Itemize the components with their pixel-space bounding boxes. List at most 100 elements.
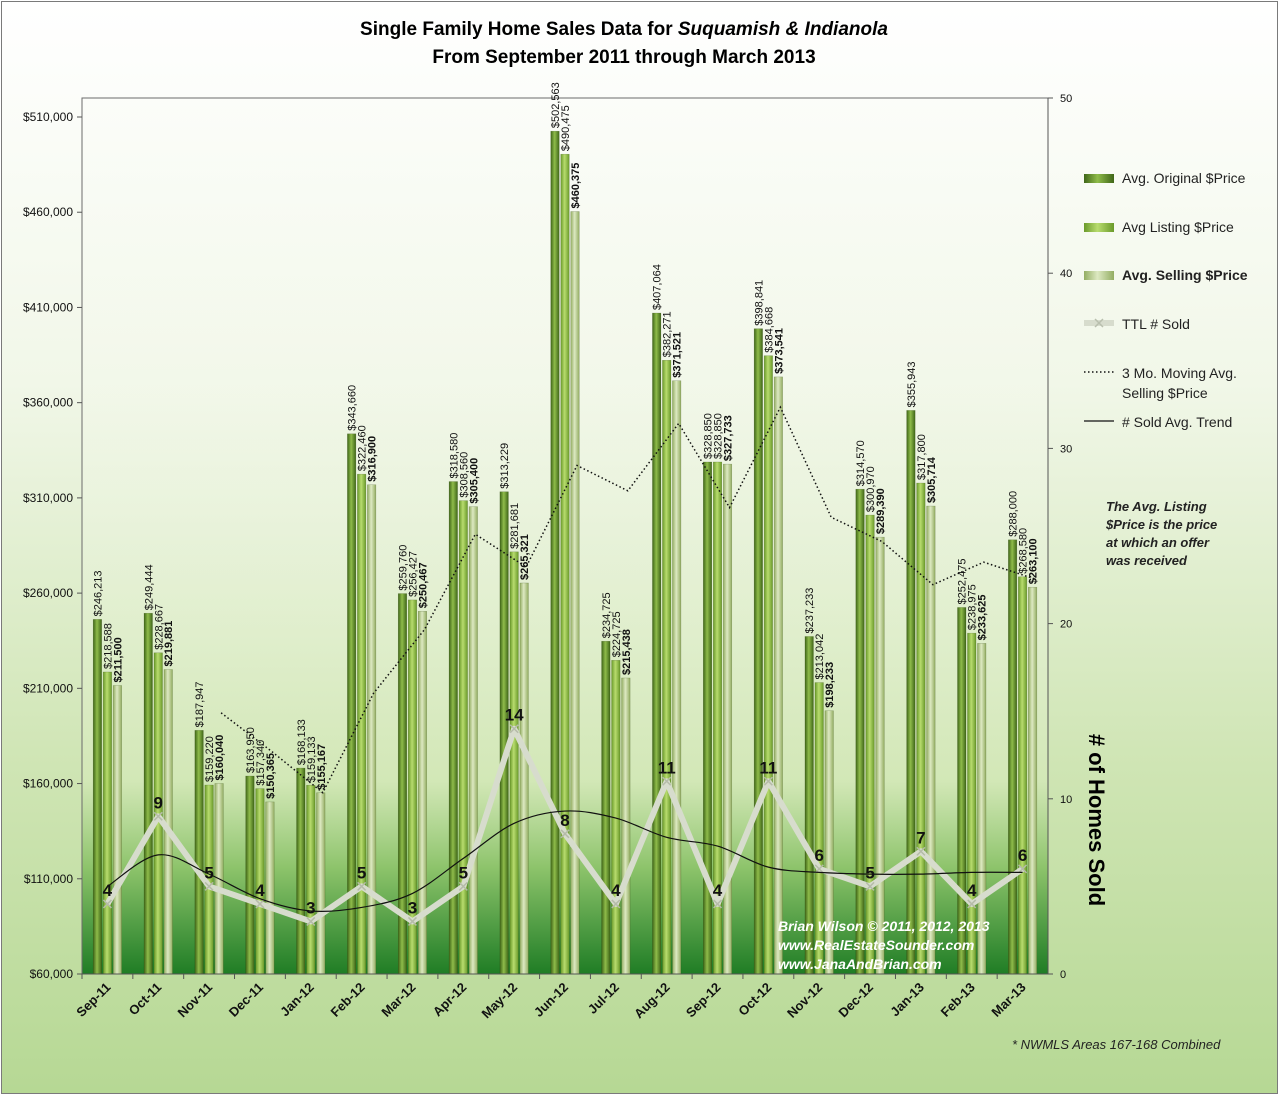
bar-data-labels: $246,213 $249,444 $187,947 $163,950 $168,133… [92,82,1039,799]
bar-selling-price [367,484,377,975]
bar-original-price-label: $355,943 [906,362,918,408]
bar-selling-price [1028,586,1038,975]
left-tick-label: $410,000 [23,300,73,314]
sold-count-labels: 4 9 5 4 3 5 3 5 14 8 4 11 4 11 6 5 7 4 6 [103,706,1028,918]
bar-listing-price-label: $382,271 [662,311,674,357]
sold-count-label: 14 [505,706,524,725]
bar-selling-price-label: $316,900 [367,436,379,482]
bar-selling-price-label: $233,625 [977,594,989,640]
legend-label-moving-avg-2: Selling $Price [1122,385,1208,401]
sold-marker [153,811,163,821]
sold-count-label: 5 [204,863,213,882]
x-tick-label: Jun-12 [531,980,571,1020]
right-tick-label: 10 [1060,794,1072,806]
bar-original-price-label: $163,950 [245,727,257,773]
bar-selling-price [570,211,580,975]
bar-selling-price [519,582,529,975]
x-tick-label: Jan-13 [887,980,927,1020]
bar-listing-price-label: $213,042 [814,634,826,680]
x-tick-label: May-12 [479,980,521,1022]
sold-count-label: 4 [611,881,621,900]
sold-count-label: 9 [154,793,163,812]
chart-title-line2: From September 2011 through March 2013 [432,47,815,68]
bar-selling-price [316,792,326,975]
bar-listing-price-label: $308,560 [458,452,470,498]
sold-count-label: 4 [713,881,723,900]
x-tick-label: Oct-12 [735,980,774,1019]
bar-original-price-label: $234,725 [601,592,613,638]
bar-listing-price-label: $300,970 [865,466,877,512]
moving-avg-line [220,405,1035,794]
sold-marker [611,899,621,909]
bar-original-price-label: $249,444 [143,564,155,610]
bar-selling-price-label: $265,321 [519,534,531,580]
sold-marker [967,899,977,909]
bar-selling-price-label: $211,500 [112,637,124,682]
bar-selling-price [926,505,936,975]
bar-selling-price-label: $371,521 [672,332,684,378]
sold-count-label: 6 [1018,846,1027,865]
footnote: * NWMLS Areas 167-168 Combined [1012,1037,1221,1052]
legend-label-sold: TTL # Sold [1122,316,1190,332]
bar-original-price [550,130,560,975]
bar-original-price-label: $259,760 [397,545,409,591]
bar-selling-price-label: $263,100 [1028,538,1040,584]
sold-marker [1018,864,1028,874]
left-tick-label: $210,000 [23,681,73,695]
credit-line-2: www.RealEstateSounder.com [778,937,974,953]
bar-listing-price-label: $281,681 [509,503,521,549]
bar-selling-price-label: $250,467 [417,562,429,608]
bar-original-price [245,775,255,975]
sold-marker [712,899,723,909]
bar-original-price-label: $398,841 [753,280,765,326]
sold-marker [814,864,824,874]
bar-original-price-label: $237,233 [804,588,816,634]
bar-selling-price-label: $460,375 [570,163,582,209]
bar-original-price [601,640,611,975]
bar-selling-price [723,463,733,975]
bar-selling-price [824,710,834,975]
left-tick-label: $460,000 [23,205,73,219]
bar-original-price [855,488,865,975]
bar-listing-price-label: $224,725 [611,611,623,657]
bar-listing-price-label: $238,975 [967,584,979,630]
sold-marker [865,881,875,891]
sold-marker [560,829,570,839]
bar-original-price-label: $168,133 [296,719,308,765]
bar-original-price-label: $328,850 [703,413,715,459]
x-tick-label: Jul-12 [585,980,622,1017]
bar-listing-price-label: $159,220 [204,736,216,782]
bar-original-price-label: $343,660 [347,385,359,431]
sold-count-label: 11 [759,758,777,777]
left-tick-label: $510,000 [23,110,73,124]
bar-original-price [753,328,763,975]
sold-marker [306,916,316,926]
left-tick-label: $360,000 [23,396,73,410]
bar-selling-price-label: $327,733 [723,415,735,461]
bar-listing-price-label: $159,133 [306,736,318,782]
credit-line-1: Brian Wilson © 2011, 2012, 2013 [778,918,990,934]
bar-listing-price [458,500,468,975]
bar-selling-price-label: $305,714 [926,456,938,503]
bar-listing-price [560,153,570,975]
legend-sold-marker-icon [1094,318,1104,328]
bar-original-price-label: $314,570 [855,440,867,486]
sold-marker [763,776,773,786]
bar-listing-price-label: $490,475 [560,105,572,151]
sold-marker [662,776,672,786]
bar-selling-price-label: $373,541 [773,328,785,374]
note-line-4: was received [1106,553,1188,568]
legend-label-listing: Avg Listing $Price [1122,219,1234,235]
sold-count-label: 8 [560,811,569,830]
x-tick-label: Mar-12 [378,980,418,1020]
bar-selling-price [875,536,885,975]
bar-selling-price-label: $219,881 [163,621,175,667]
bar-selling-price-label: $305,400 [468,458,480,504]
bar-selling-price [621,677,631,975]
right-tick-label: 40 [1060,268,1072,280]
bar-selling-price-label: $198,233 [824,662,836,708]
bar-original-price-label: $187,947 [194,681,206,727]
bar-listing-price [916,482,926,975]
legend-swatch-selling [1084,271,1114,280]
